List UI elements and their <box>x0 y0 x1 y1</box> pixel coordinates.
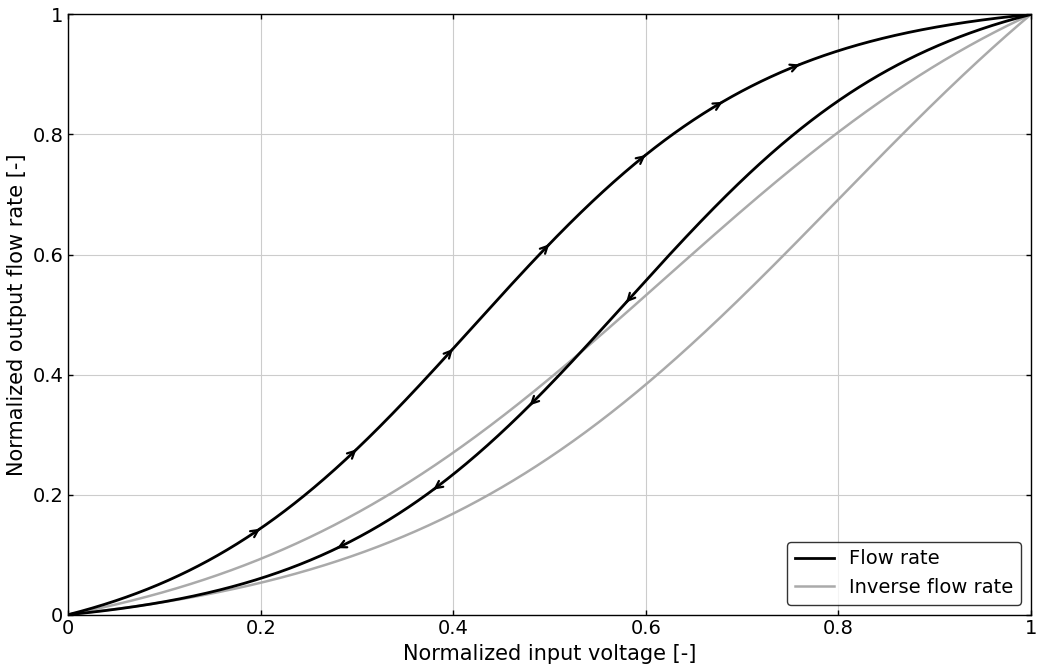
X-axis label: Normalized input voltage [-]: Normalized input voltage [-] <box>403 644 696 664</box>
Y-axis label: Normalized output flow rate [-]: Normalized output flow rate [-] <box>7 153 27 476</box>
Legend: Flow rate, Inverse flow rate: Flow rate, Inverse flow rate <box>787 541 1021 605</box>
